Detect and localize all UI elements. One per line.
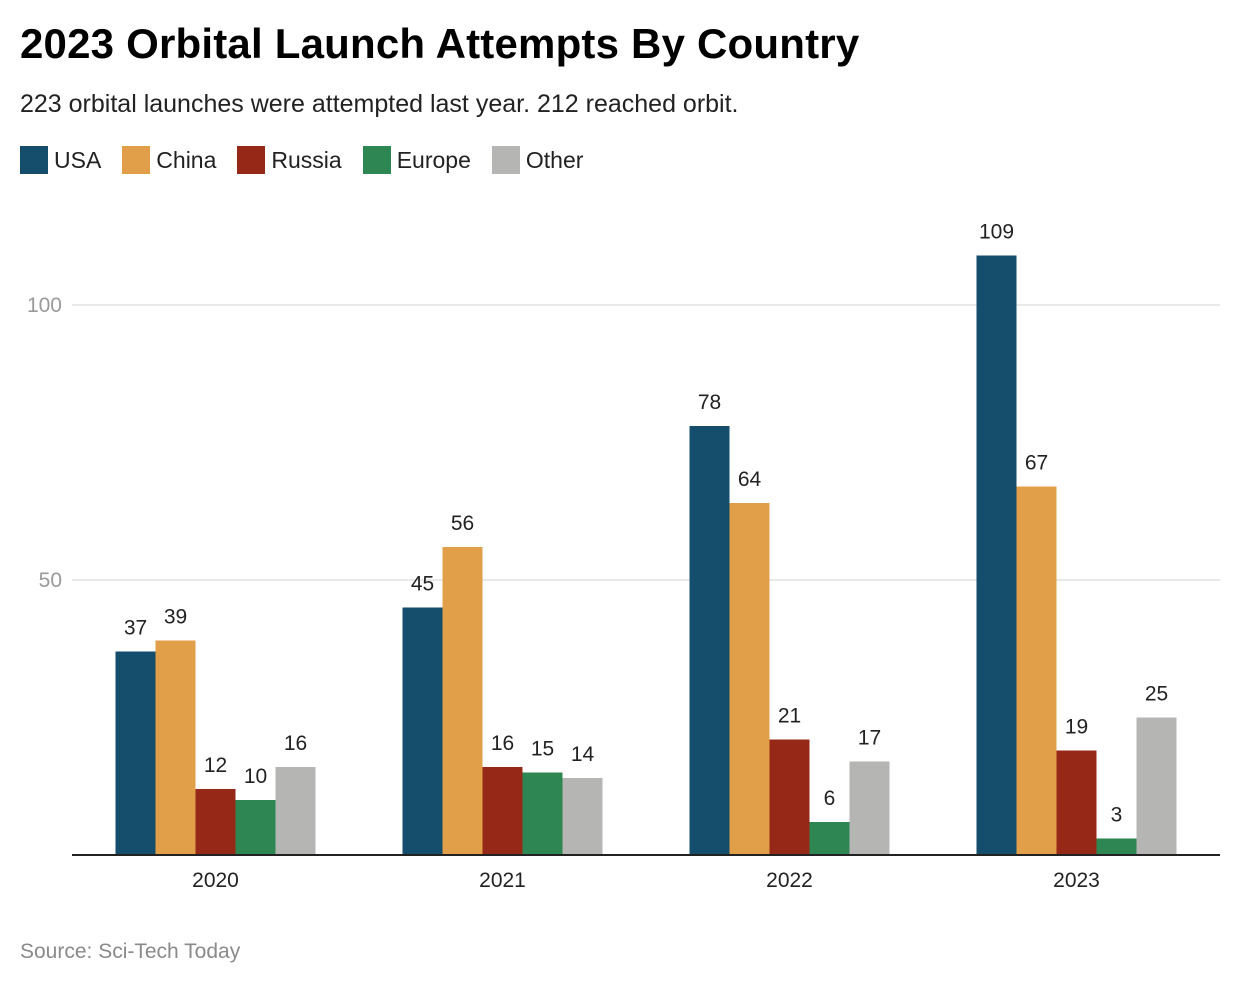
data-label-china-2021: 56 [451,512,474,535]
y-tick-label-100: 100 [27,294,62,317]
data-label-other-2022: 17 [858,727,881,750]
legend-swatch-other [491,146,520,174]
bar-europe-2022 [809,822,850,855]
bar-other-2020 [275,767,316,855]
y-tick-label-50: 50 [39,569,62,592]
legend-item-usa: USA [20,146,101,174]
bar-usa-2022 [689,426,730,855]
legend-label-europe: Europe [396,146,471,173]
bar-europe-2023 [1096,838,1137,855]
bar-russia-2020 [195,789,236,855]
legend-swatch-china [122,146,151,174]
data-label-other-2021: 14 [571,743,595,766]
bar-other-2022 [849,761,890,855]
chart-title: 2023 Orbital Launch Attempts By Country [20,20,860,67]
bar-europe-2021 [522,772,563,855]
x-tick-label-2022: 2022 [766,869,813,892]
data-label-russia-2023: 19 [1065,716,1088,739]
bar-china-2022 [729,503,770,855]
bar-russia-2022 [769,739,810,855]
data-label-usa-2023: 109 [979,221,1014,244]
data-label-china-2023: 67 [1025,452,1048,475]
bar-usa-2020 [115,651,156,855]
source-note: Source: Sci-Tech Today [20,940,241,963]
bar-other-2023 [1136,717,1177,855]
data-label-russia-2022: 21 [778,705,801,728]
data-label-china-2020: 39 [164,606,187,629]
bar-usa-2021 [402,607,443,855]
data-label-europe-2020: 10 [244,765,267,788]
data-label-other-2023: 25 [1145,683,1168,706]
legend-item-other: Other [491,146,584,174]
legend: USA China Russia Europe Other [20,146,604,174]
legend-swatch-usa [20,146,48,174]
legend-item-europe: Europe [362,146,471,174]
x-tick-label-2023: 2023 [1053,869,1100,892]
legend-label-china: China [156,146,217,173]
chart-subtitle: 223 orbital launches were attempted last… [20,90,739,118]
data-label-other-2020: 16 [284,732,307,755]
bar-china-2023 [1016,486,1057,855]
legend-label-other: Other [525,146,584,173]
legend-label-usa: USA [54,146,102,173]
bar-china-2021 [442,547,483,855]
x-tick-label-2020: 2020 [192,869,239,892]
legend-item-china: China [122,146,216,174]
data-label-europe-2023: 3 [1111,804,1123,827]
data-label-europe-2022: 6 [824,787,836,810]
bar-usa-2023 [976,255,1017,855]
bar-russia-2021 [482,767,523,855]
bar-other-2021 [562,778,603,855]
x-tick-label-2021: 2021 [479,869,526,892]
legend-swatch-europe [362,146,391,174]
bar-europe-2020 [235,800,276,855]
legend-swatch-russia [237,146,266,174]
data-label-usa-2021: 45 [411,573,434,596]
data-label-china-2022: 64 [738,468,762,491]
bar-russia-2023 [1056,750,1097,855]
legend-label-russia: Russia [271,146,342,173]
bar-china-2020 [155,640,196,855]
data-label-russia-2021: 16 [491,732,514,755]
data-label-russia-2020: 12 [204,754,227,777]
data-label-usa-2020: 37 [124,617,147,640]
legend-item-russia: Russia [237,146,342,174]
data-label-europe-2021: 15 [531,738,554,761]
data-label-usa-2022: 78 [698,391,721,414]
